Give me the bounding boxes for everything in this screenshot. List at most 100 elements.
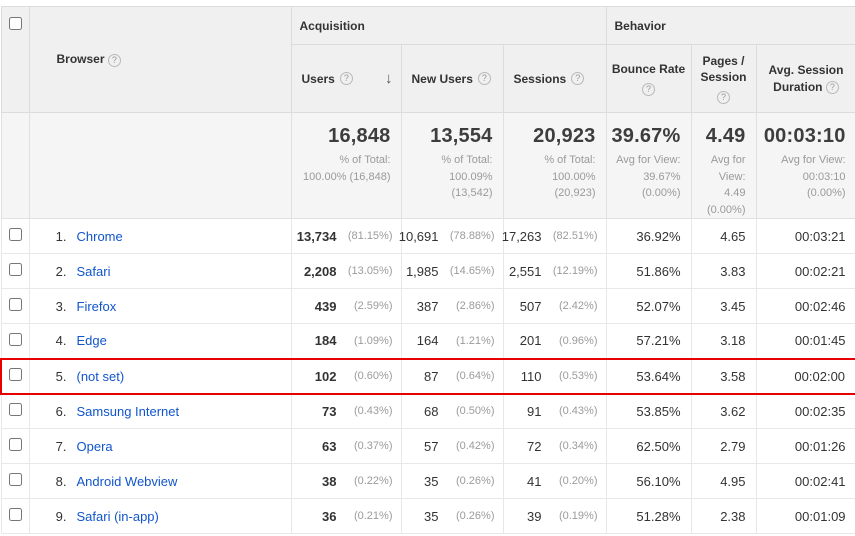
row-checkbox[interactable] [8, 473, 22, 486]
users-cell: 102 (0.60%) [290, 357, 402, 395]
group-label: Behavior [614, 18, 666, 33]
new-users-value: 1,985 [405, 263, 439, 279]
browser-link[interactable]: Firefox [76, 298, 117, 314]
summary-bounce-rate: 39.67% Avg for View: 39.67% (0.00%) [605, 112, 692, 219]
new-users-percent: (0.26%) [455, 510, 495, 522]
column-header-pages-session[interactable]: Pages / Session ? [690, 44, 757, 113]
column-header-bounce-rate[interactable]: Bounce Rate ? [605, 44, 692, 113]
row-index: 6. [55, 403, 67, 419]
summary-caption: % of Total: 100.09% (13,542) [441, 154, 493, 199]
row-index: 8. [55, 473, 67, 489]
new-users-cell: 1,985 (14.65%) [400, 253, 504, 289]
browser-cell: 7. Opera [28, 428, 292, 464]
summary-caption: Avg for View: 00:03:10 (0.00%) [781, 154, 846, 199]
browsers-table: Browser ? Acquisition Behavior Users ? ↓… [0, 6, 855, 534]
column-header-row: Users ? ↓ New Users ? Sessions ? Bounce … [1, 44, 855, 113]
browser-link[interactable]: Safari [76, 263, 111, 279]
new-users-cell: 10,691 (78.88%) [398, 218, 504, 254]
users-percent: (13.05%) [347, 265, 393, 277]
select-all-checkbox[interactable] [8, 17, 22, 30]
table-row: 8. Android Webview 38 (0.22%) 35 (0.26%)… [0, 463, 855, 499]
users-cell: 38 (0.22%) [290, 463, 402, 499]
browser-link[interactable]: Safari (in-app) [76, 508, 159, 524]
table-row: 6. Samsung Internet 73 (0.43%) 68 (0.50%… [0, 393, 855, 429]
row-index: 1. [55, 228, 67, 244]
browser-cell: 6. Samsung Internet [28, 393, 292, 429]
help-icon[interactable]: ? [477, 72, 491, 85]
avg-session-duration-cell: 00:02:00 [755, 357, 855, 395]
row-checkbox[interactable] [8, 508, 22, 521]
new-users-value: 87 [424, 368, 439, 384]
avg-session-duration-cell: 00:02:35 [755, 393, 855, 429]
sessions-cell: 39 (0.19%) [502, 498, 607, 534]
table-row: 1. Chrome 13,734 (81.15%) 10,691 (78.88%… [0, 218, 855, 254]
new-users-value: 35 [424, 473, 439, 489]
help-icon[interactable]: ? [107, 53, 121, 67]
bounce-rate-cell: 53.85% [605, 393, 692, 429]
pages-session-cell: 3.45 [690, 288, 757, 324]
browser-link[interactable]: Chrome [76, 228, 123, 244]
summary-caption: % of Total: 100.00% (20,923) [544, 154, 596, 199]
new-users-percent: (2.86%) [455, 300, 495, 312]
summary-users: 16,848 % of Total: 100.00% (16,848) [290, 112, 402, 219]
select-all-cell [0, 6, 30, 113]
sessions-percent: (2.42%) [558, 300, 598, 312]
table-row: 7. Opera 63 (0.37%) 57 (0.42%) 72 (0.34%… [0, 428, 855, 464]
pages-session-cell: 3.18 [690, 323, 757, 359]
row-checkbox[interactable] [8, 298, 22, 311]
users-cell: 439 (2.59%) [290, 288, 402, 324]
column-header-new-users[interactable]: New Users ? [400, 44, 504, 113]
browser-link[interactable]: (not set) [76, 368, 125, 384]
new-users-value: 387 [416, 298, 439, 314]
users-value: 38 [322, 473, 337, 489]
help-icon[interactable]: ? [717, 91, 730, 105]
column-header-sessions[interactable]: Sessions ? [502, 44, 607, 113]
help-icon[interactable]: ? [339, 72, 353, 85]
bounce-rate-cell: 51.28% [605, 498, 692, 534]
new-users-value: 10,691 [398, 228, 439, 244]
bounce-rate-cell: 57.21% [605, 323, 692, 359]
group-header-acquisition: Acquisition [290, 6, 607, 45]
group-label: Acquisition [299, 18, 365, 33]
column-label: Avg. Session Duration [768, 63, 844, 94]
browser-cell: 2. Safari [28, 253, 292, 289]
row-checkbox[interactable] [8, 438, 22, 451]
browser-link[interactable]: Android Webview [76, 473, 178, 489]
new-users-cell: 35 (0.26%) [400, 463, 504, 499]
table-row: 3. Firefox 439 (2.59%) 387 (2.86%) 507 (… [0, 288, 855, 324]
row-checkbox[interactable] [8, 228, 22, 241]
table-body: 16,848 % of Total: 100.00% (16,848) 13,5… [0, 112, 855, 534]
pages-session-cell: 4.95 [690, 463, 757, 499]
new-users-value: 57 [424, 438, 439, 454]
browser-link[interactable]: Samsung Internet [76, 403, 180, 419]
row-checkbox[interactable] [8, 403, 22, 417]
users-percent: (0.22%) [353, 475, 393, 487]
sessions-cell: 507 (2.42%) [502, 288, 607, 324]
row-checkbox[interactable] [8, 332, 22, 346]
column-header-users[interactable]: Users ? ↓ [290, 44, 402, 113]
browser-cell: 5. (not set) [28, 357, 292, 395]
browser-cell: 4. Edge [28, 323, 292, 359]
browser-cell: 1. Chrome [28, 218, 292, 254]
column-header-browser[interactable]: Browser ? [28, 6, 292, 113]
new-users-cell: 57 (0.42%) [400, 428, 504, 464]
avg-session-duration-cell: 00:02:21 [755, 253, 855, 289]
row-checkbox[interactable] [8, 368, 22, 381]
summary-value: 4.49 [705, 125, 746, 147]
column-label: Bounce Rate [611, 61, 686, 76]
help-icon[interactable]: ? [825, 80, 839, 94]
users-value: 36 [322, 508, 337, 524]
row-checkbox[interactable] [8, 263, 22, 276]
row-checkbox-cell [0, 498, 30, 534]
browser-link[interactable]: Opera [76, 438, 113, 454]
sessions-percent: (0.96%) [558, 334, 598, 347]
column-label: Pages / Session [700, 53, 747, 84]
users-value: 73 [322, 403, 337, 419]
users-cell: 73 (0.43%) [290, 393, 402, 429]
column-header-avg-session-duration[interactable]: Avg. Session Duration ? [755, 44, 855, 113]
pages-session-cell: 4.65 [690, 218, 757, 254]
help-icon[interactable]: ? [642, 83, 655, 97]
browser-link[interactable]: Edge [76, 333, 107, 349]
help-icon[interactable]: ? [571, 72, 585, 85]
sessions-percent: (0.43%) [558, 405, 598, 418]
